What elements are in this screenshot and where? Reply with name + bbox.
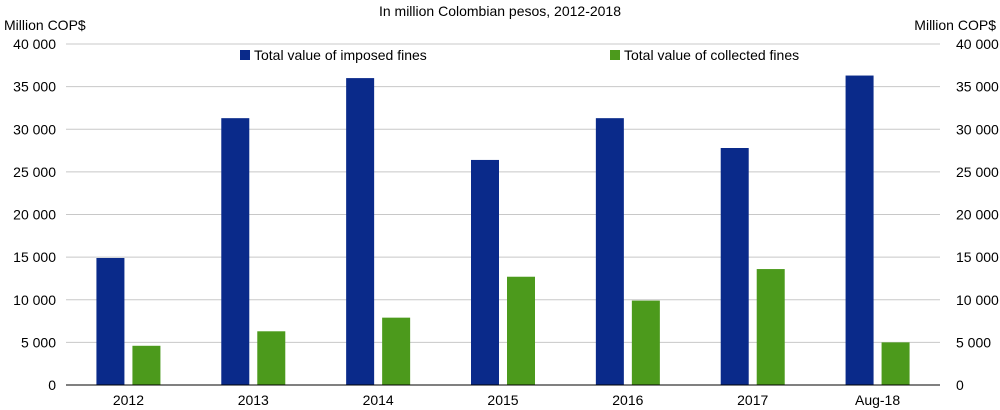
legend-label: Total value of imposed fines — [254, 47, 427, 63]
left-tick-label: 35 000 — [13, 79, 56, 95]
bar-collected — [881, 342, 910, 385]
bar-imposed — [346, 78, 375, 385]
bar-collected — [257, 331, 286, 385]
legend-swatch — [240, 50, 250, 60]
left-tick-label: 10 000 — [13, 292, 56, 308]
x-tick-label: 2017 — [737, 392, 768, 408]
right-tick-label: 40 000 — [956, 36, 999, 52]
bar-collected — [756, 269, 785, 385]
x-tick-label: Aug-18 — [855, 392, 900, 408]
left-axis-ticks: 0 5 000 10 000 15 000 20 000 25 000 30 000 35 0… — [13, 36, 56, 393]
left-tick-label: 15 000 — [13, 249, 56, 265]
right-tick-label: 20 000 — [956, 207, 999, 223]
x-tick-label: 2014 — [363, 392, 394, 408]
right-tick-label: 30 000 — [956, 121, 999, 137]
bar-imposed — [845, 75, 874, 385]
right-axis-ticks: 0 5 000 10 000 15 000 20 000 25 000 30 000 35 0… — [956, 36, 999, 393]
bars — [96, 75, 910, 385]
x-tick-label: 2012 — [113, 392, 144, 408]
bar-imposed — [471, 159, 499, 385]
x-tick-label: 2013 — [238, 392, 269, 408]
x-axis-ticks: 2012 2013 2014 2015 2016 2017 Aug-18 — [113, 392, 901, 408]
bar-collected — [631, 300, 660, 385]
legend-swatch — [610, 50, 620, 60]
left-tick-label: 0 — [48, 377, 56, 393]
left-tick-label: 20 000 — [13, 207, 56, 223]
right-tick-label: 10 000 — [956, 292, 999, 308]
bar-imposed — [96, 257, 125, 385]
left-tick-label: 40 000 — [13, 36, 56, 52]
bar-collected — [132, 345, 161, 385]
bar-imposed — [720, 148, 749, 385]
right-tick-label: 15 000 — [956, 249, 999, 265]
bar-collected — [507, 276, 535, 385]
right-tick-label: 5 000 — [956, 334, 991, 350]
legend-label: Total value of collected fines — [624, 47, 799, 63]
left-tick-label: 25 000 — [13, 164, 56, 180]
legend: Total value of imposed fines Total value … — [240, 47, 799, 63]
right-tick-label: 35 000 — [956, 79, 999, 95]
x-tick-label: 2016 — [612, 392, 643, 408]
right-tick-label: 0 — [956, 377, 964, 393]
left-axis-label: Million COP$ — [4, 17, 86, 33]
gridlines — [66, 43, 940, 343]
bar-imposed — [595, 118, 624, 385]
x-tick-label: 2015 — [487, 392, 518, 408]
right-axis-label: Million COP$ — [914, 17, 996, 33]
chart-title: In million Colombian pesos, 2012-2018 — [379, 3, 621, 19]
right-tick-label: 25 000 — [956, 164, 999, 180]
left-tick-label: 30 000 — [13, 121, 56, 137]
bar-collected — [382, 317, 411, 385]
bar-imposed — [221, 118, 250, 385]
left-tick-label: 5 000 — [21, 334, 56, 350]
